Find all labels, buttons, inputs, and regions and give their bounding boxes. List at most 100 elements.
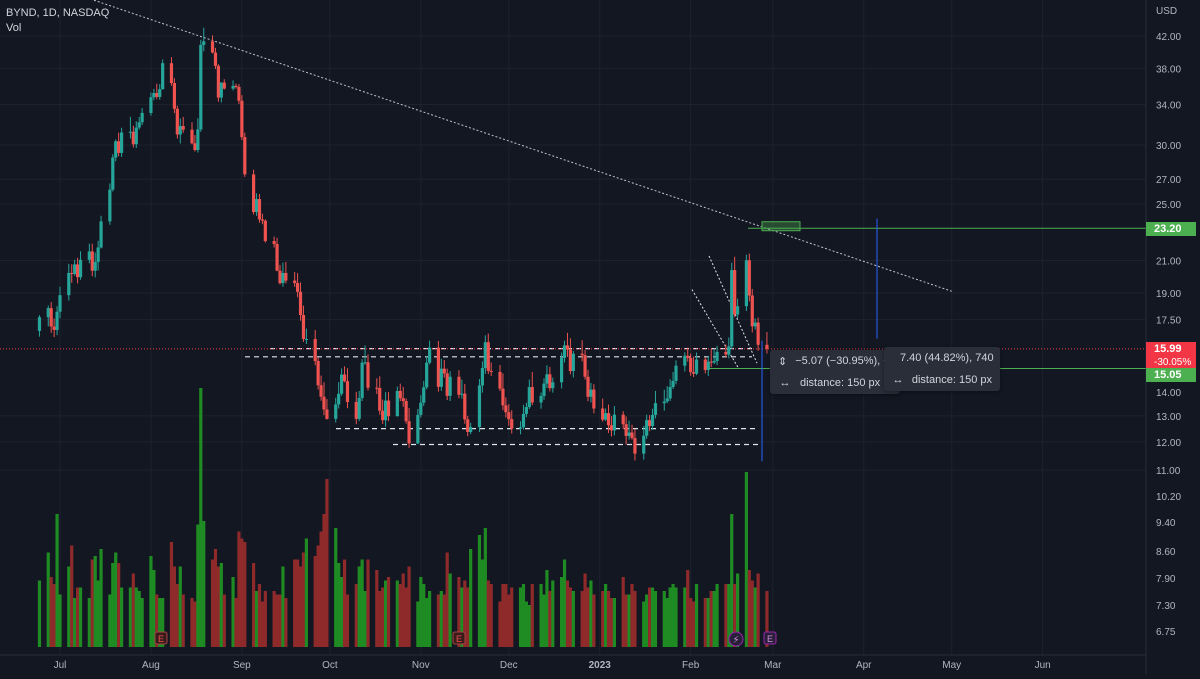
candle-body <box>518 427 523 429</box>
volume-bar <box>49 577 53 647</box>
candle-body <box>539 396 543 403</box>
candle-body <box>284 272 288 281</box>
volume-bar <box>425 598 429 647</box>
volume-bar <box>128 587 132 647</box>
volume-bar <box>539 584 543 647</box>
candle-body <box>301 315 306 340</box>
earnings-marker <box>452 631 466 645</box>
candle-body <box>395 390 399 417</box>
price-tick-label: 42.00 <box>1156 32 1181 43</box>
candle-body <box>263 220 267 242</box>
volume-bar <box>319 531 323 647</box>
volume-bar <box>668 587 672 647</box>
volume-bar <box>630 584 634 647</box>
measure-tooltip-2: 7.40 (44.82%), 740 ↔ distance: 150 px <box>884 347 1000 391</box>
volume-bar <box>609 598 614 647</box>
candle-body <box>683 355 687 366</box>
candle-body <box>633 438 637 454</box>
time-tick-label: Jun <box>1035 660 1051 671</box>
candle-body <box>416 414 420 444</box>
candle-body <box>401 398 405 402</box>
volume-bar <box>134 587 138 647</box>
candle-body <box>551 382 555 389</box>
volume-bar <box>463 580 467 647</box>
time-tick-label: May <box>942 660 961 671</box>
candle-body <box>706 361 710 370</box>
candle-body <box>469 427 473 432</box>
volume-bar <box>149 556 153 647</box>
candle-body <box>480 368 484 386</box>
volume-bar <box>178 566 182 647</box>
volume-bar <box>278 594 282 647</box>
volume-bar <box>744 472 748 647</box>
volume-bar <box>99 549 103 647</box>
volume-bar <box>155 594 159 647</box>
volume-bar <box>357 566 361 647</box>
candle-body <box>128 131 132 133</box>
candle-body <box>134 127 138 145</box>
current-price-value: 15.99 <box>1154 343 1182 355</box>
time-tick-label: Apr <box>856 660 872 671</box>
measure-distance: distance: 150 px <box>911 374 992 386</box>
volume-bar <box>645 594 649 647</box>
candle-body <box>384 400 388 421</box>
candle-body <box>93 261 97 271</box>
candle-body <box>419 402 423 415</box>
volume-bar <box>765 591 769 647</box>
candle-body <box>580 353 584 356</box>
candle-body <box>530 387 534 403</box>
volume-bar <box>712 591 716 647</box>
volume-bar <box>120 587 124 647</box>
volume-bar <box>334 528 338 647</box>
volume-bar <box>111 563 115 647</box>
volume-bar <box>257 584 262 647</box>
volume-bar <box>560 577 564 647</box>
volume-bar <box>202 521 206 647</box>
candle-body <box>210 41 215 53</box>
current-price-change: -30.05% <box>1154 357 1192 368</box>
candle-body <box>703 359 707 370</box>
candle-body <box>486 342 490 371</box>
volume-bar <box>501 584 505 647</box>
measure-tooltip-1: ⇕ −5.07 (−30.95%), −507 ↔ distance: 150 px <box>770 350 908 394</box>
horizontal-range-icon: ↔ <box>779 377 791 389</box>
earnings-marker-upcoming <box>763 631 777 645</box>
candle-body <box>527 387 531 408</box>
candle-body <box>90 251 94 271</box>
volume-bar <box>586 587 590 647</box>
earnings-marker-letter: E <box>158 634 164 644</box>
volume-bar <box>243 542 247 647</box>
earnings-marker-letter: E <box>767 634 773 644</box>
volume-bar <box>210 559 215 647</box>
volume-bar <box>692 601 696 647</box>
volume-bar <box>715 584 719 647</box>
candle-body <box>120 132 124 153</box>
price-tick-label: 21.00 <box>1156 257 1181 268</box>
volume-bar <box>689 598 693 647</box>
volume-bar <box>551 580 555 647</box>
volume-bar <box>284 598 288 647</box>
volume-bar <box>486 580 490 647</box>
volume-bar <box>240 538 244 647</box>
volume-bar <box>527 605 531 647</box>
candle-body <box>583 355 587 377</box>
candle-body <box>363 362 367 364</box>
volume-bar <box>727 584 731 647</box>
volume-bar <box>298 566 303 647</box>
volume-bar <box>386 577 391 647</box>
currency-label: USD <box>1156 6 1178 17</box>
volume-bar <box>78 587 83 647</box>
volume-bar <box>568 587 572 647</box>
candle-body <box>668 387 672 399</box>
volume-bar <box>750 580 754 647</box>
volume-bar <box>589 580 593 647</box>
price-tick-label: 30.00 <box>1156 141 1181 152</box>
target-box <box>761 221 801 232</box>
volume-bar <box>686 570 690 647</box>
candle-body <box>571 353 575 372</box>
measure-change: −5.07 (−30.95%), −507 <box>795 355 909 367</box>
candle-body <box>234 85 238 87</box>
symbol-line: BYND, 1D, NASDAQ <box>6 7 110 19</box>
